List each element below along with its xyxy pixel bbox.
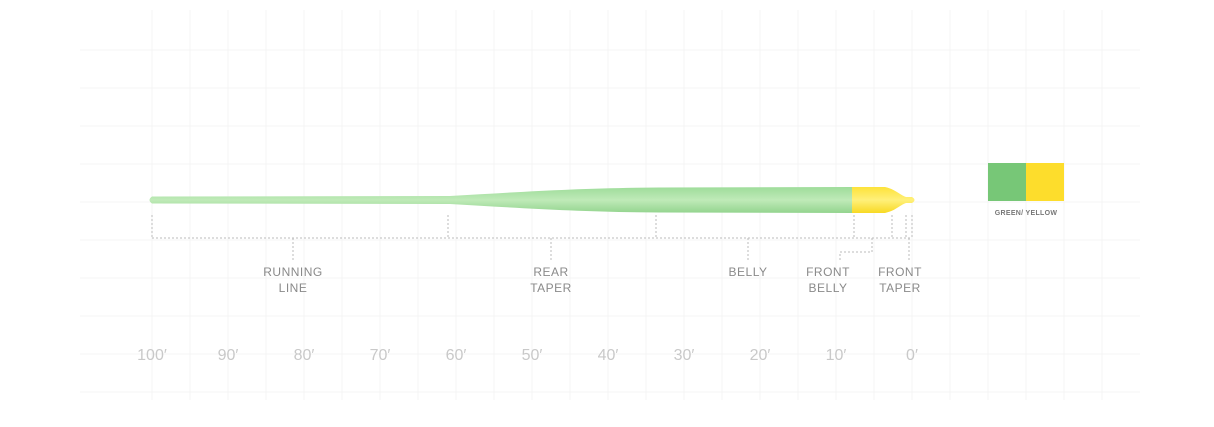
- section-label: FRONT: [806, 265, 850, 279]
- section-label: BELLY: [809, 281, 848, 295]
- distance-label: 30′: [674, 347, 695, 364]
- swatch-green: [988, 163, 1026, 201]
- section-label: FRONT: [878, 265, 922, 279]
- distance-label: 70′: [370, 347, 391, 364]
- distance-scale: 100′ 90′ 80′ 70′ 60′ 50′ 40′ 30′ 20′ 10′ 0′: [137, 347, 918, 364]
- distance-label: 60′: [446, 347, 467, 364]
- distance-label: 0′: [906, 347, 918, 364]
- distance-label: 90′: [218, 347, 239, 364]
- section-label: LINE: [279, 281, 308, 295]
- line-green: [149, 187, 852, 213]
- section-labels: RUNNING LINE REAR TAPER BELLY FRONT BELLY FRONT…: [263, 265, 922, 295]
- section-label: RUNNING: [263, 265, 323, 279]
- line-yellow: [852, 187, 915, 213]
- distance-label: 20′: [750, 347, 771, 364]
- distance-label: 10′: [826, 347, 847, 364]
- section-label: TAPER: [879, 281, 921, 295]
- distance-label: 100′: [137, 347, 167, 364]
- section-label: BELLY: [729, 265, 768, 279]
- section-label: TAPER: [530, 281, 572, 295]
- swatch-label: GREEN/ YELLOW: [995, 210, 1058, 217]
- distance-label: 50′: [522, 347, 543, 364]
- section-label: REAR: [533, 265, 568, 279]
- distance-label: 80′: [294, 347, 315, 364]
- swatch-yellow: [1026, 163, 1064, 201]
- distance-label: 40′: [598, 347, 619, 364]
- section-bracket: [151, 215, 913, 262]
